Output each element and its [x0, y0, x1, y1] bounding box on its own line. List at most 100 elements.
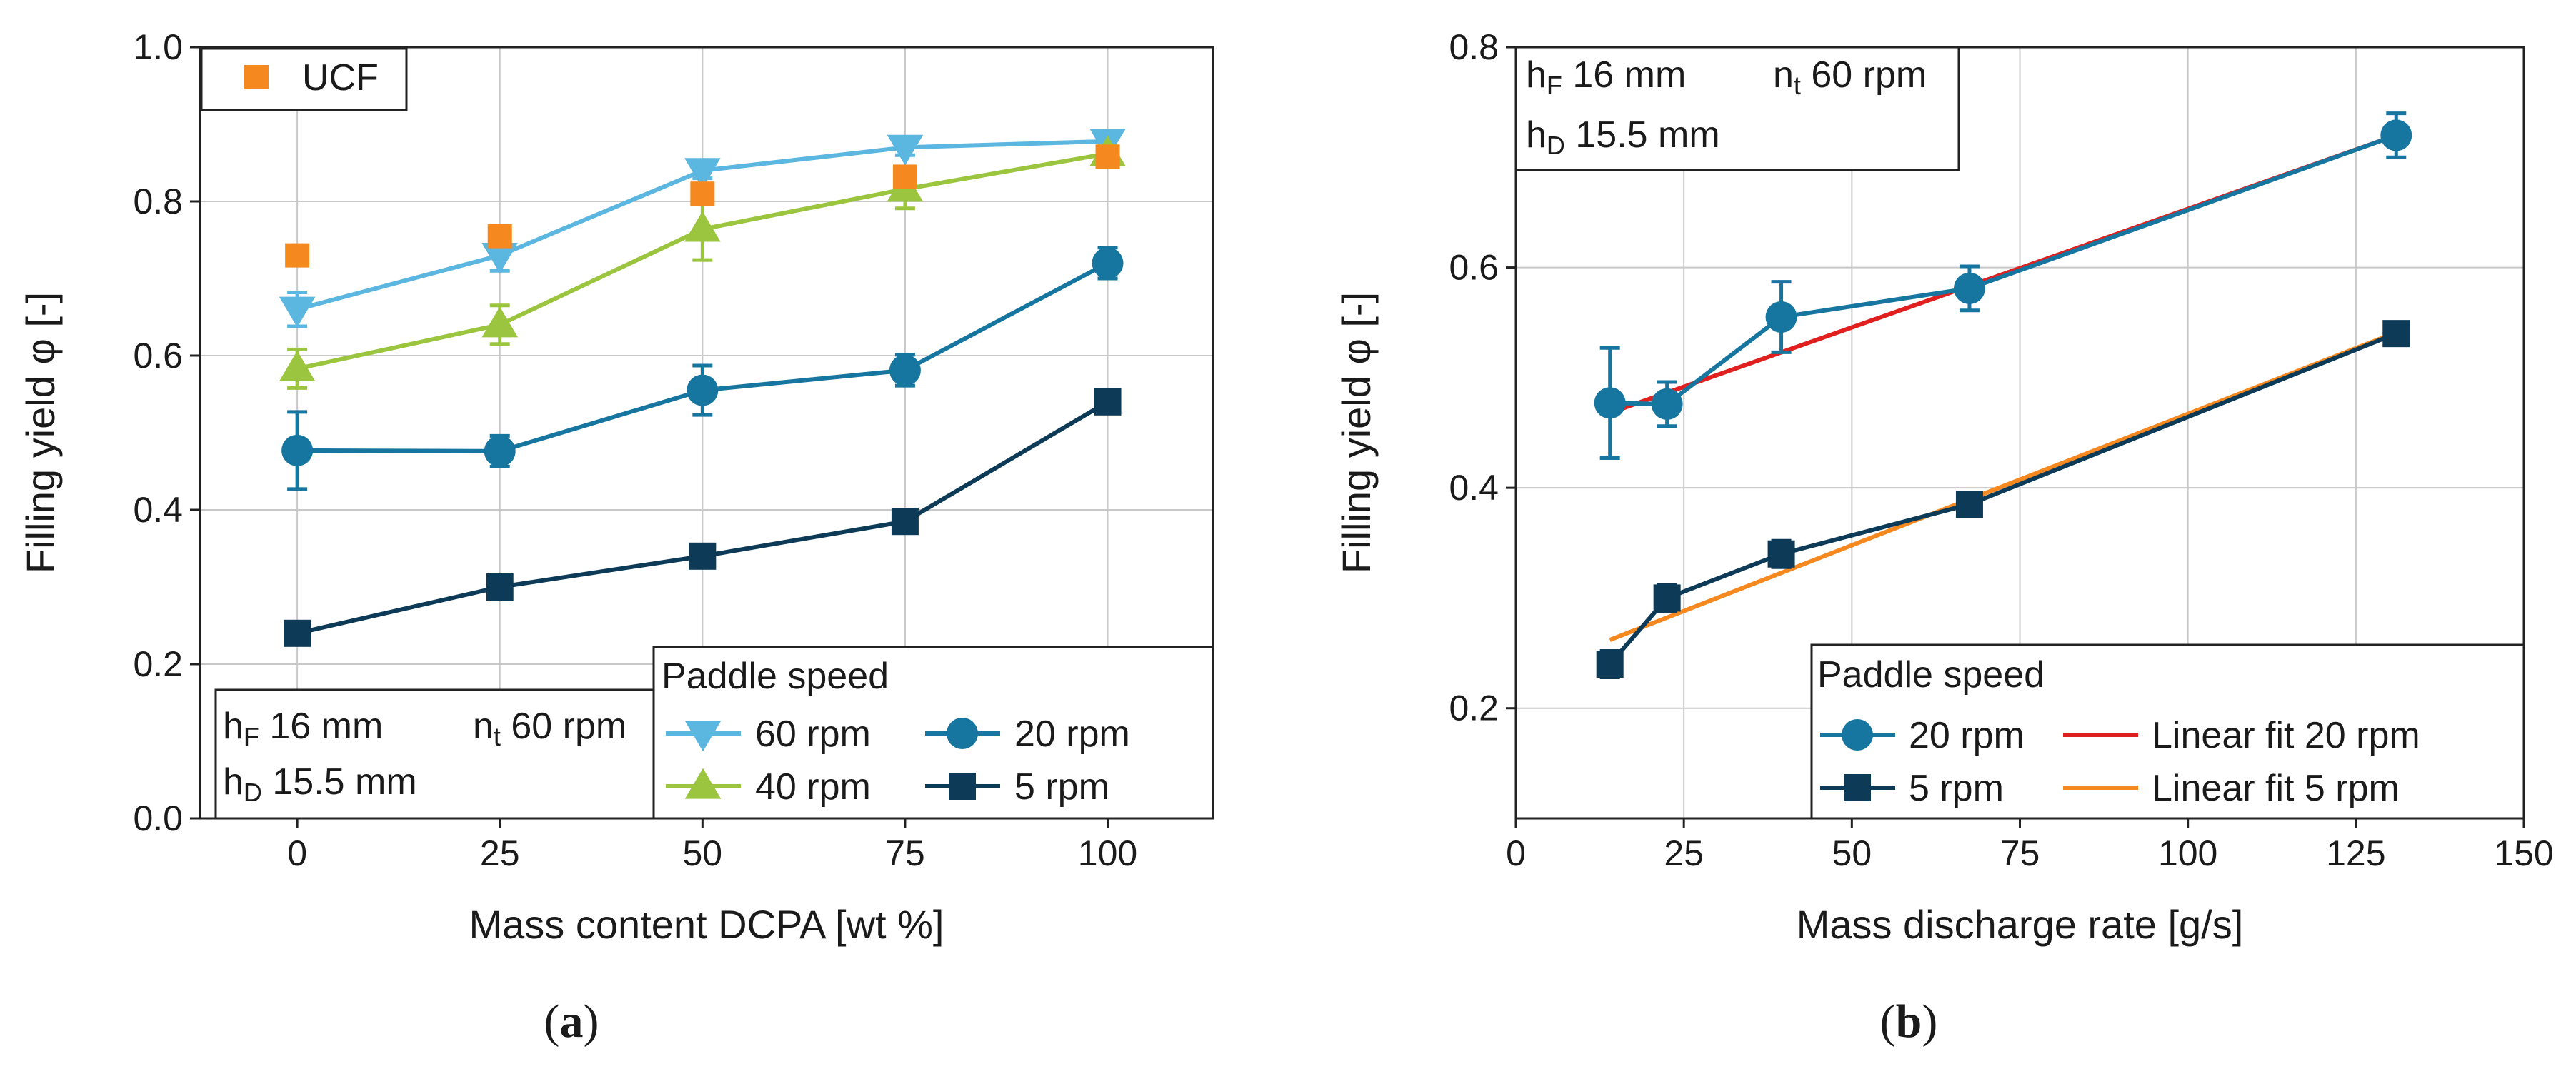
data-point — [684, 158, 721, 189]
data-point — [689, 542, 717, 570]
ucf-legend: UCF — [200, 47, 408, 111]
y-tick-label: 0.6 — [1449, 248, 1499, 288]
data-point — [891, 508, 919, 536]
legend-label: Linear fit 20 rpm — [2152, 715, 2420, 756]
data-point — [481, 306, 519, 338]
legend-title: Paddle speed — [662, 656, 889, 697]
y-tick-label: 0.4 — [1449, 468, 1499, 508]
y-tick-label: 0.0 — [133, 798, 183, 838]
panel-a: 0 25 50 75 100 0.0 0.2 0.4 0.6 0.8 1.0 Mass content… — [18, 27, 1214, 947]
legend-entry: 40 rpm — [666, 766, 871, 808]
conditions-box-frame — [1514, 46, 1960, 171]
data-point — [279, 351, 316, 381]
data-point — [484, 435, 516, 467]
data-point — [284, 619, 311, 647]
ticks: 0 25 50 75 100 125 150 0.2 0.4 0.6 0.8 — [1449, 27, 2553, 873]
paddle-speed-legend: Paddle speed 60 rpm 40 rpm 20 rpm 5 rpm — [652, 646, 1214, 820]
legend-label: 60 rpm — [755, 713, 871, 755]
annotation-hD: hD 15.5 mm — [223, 761, 417, 807]
legend-entry: 20 rpm — [1820, 715, 2025, 756]
legend-label: 20 rpm — [1909, 715, 2025, 756]
data-point — [481, 243, 519, 273]
legend-label: 20 rpm — [1014, 713, 1130, 755]
data-point — [1653, 584, 1681, 612]
legend-marker — [684, 721, 722, 752]
legend-label: 5 rpm — [1014, 766, 1109, 808]
x-tick-label: 150 — [2494, 833, 2553, 873]
legend-label: 5 rpm — [1909, 768, 2004, 809]
data-point — [487, 224, 512, 249]
data-point — [1092, 247, 1124, 279]
x-tick-label: 50 — [1832, 833, 1872, 873]
ucf-legend-label: UCF — [302, 57, 379, 99]
ucf-legend-marker — [244, 65, 269, 89]
legend-marker — [684, 768, 722, 799]
x-tick-label: 75 — [885, 833, 925, 873]
data-point — [2382, 320, 2410, 348]
conditions-box: hF 16 mm nt 60 rpm hD 15.5 mm — [214, 688, 655, 820]
conditions-box: hF 16 mm nt 60 rpm hD 15.5 mm — [1514, 46, 1960, 171]
y-tick-label: 0.2 — [133, 644, 183, 684]
x-tick-label: 0 — [1506, 833, 1526, 873]
legend-entry: Linear fit 5 rpm — [2063, 768, 2400, 809]
x-tick-label: 25 — [1664, 833, 1704, 873]
series-line — [1608, 331, 2397, 666]
legend-entry: 20 rpm — [925, 713, 1130, 755]
y-tick-label: 0.8 — [133, 181, 183, 221]
data-point — [1767, 540, 1795, 568]
legend-entry: 5 rpm — [1820, 768, 2004, 809]
legend-marker — [947, 718, 978, 749]
data-point — [1765, 301, 1797, 333]
legend-entry: 60 rpm — [666, 713, 871, 755]
x-tick-label: 50 — [683, 833, 723, 873]
x-tick-label: 100 — [2158, 833, 2217, 873]
x-tick-label: 100 — [1078, 833, 1137, 873]
data-point — [1651, 388, 1683, 420]
data-point — [281, 434, 314, 466]
paddle-speed-legend: Paddle speed 20 rpm 5 rpm Linear fit 20 rpm… — [1810, 643, 2525, 820]
y-tick-label: 0.4 — [133, 490, 183, 530]
data-point — [1955, 491, 1983, 518]
data-point — [684, 211, 721, 242]
y-tick-label: 0.8 — [1449, 27, 1499, 67]
annotation-nt: nt 60 rpm — [473, 706, 626, 751]
y-axis-label: Filling yield φ [-] — [1334, 292, 1379, 573]
series-UCF — [285, 144, 1120, 268]
data-point — [1953, 272, 1985, 304]
legend-title: Paddle speed — [1817, 654, 2045, 696]
legend-marker — [1844, 774, 1871, 801]
data-point — [1095, 144, 1120, 169]
data-point — [687, 374, 719, 406]
legend-entry: Linear fit 20 rpm — [2063, 715, 2420, 756]
ticks: 0 25 50 75 100 0.0 0.2 0.4 0.6 0.8 1.0 — [133, 27, 1137, 873]
annotation-hF: hF 16 mm — [1526, 54, 1686, 100]
data-point — [1594, 387, 1626, 419]
fit-line-linear-fit-5-rpm — [1609, 330, 2397, 642]
series-20-rpm — [281, 246, 1124, 491]
data-point — [892, 164, 917, 189]
series-5-rpm — [1596, 320, 2410, 680]
y-tick-label: 0.6 — [133, 336, 183, 376]
x-tick-label: 25 — [480, 833, 520, 873]
y-tick-label: 1.0 — [133, 27, 183, 67]
series-line — [1609, 133, 2397, 406]
x-axis-label: Mass discharge rate [g/s] — [1797, 902, 2244, 947]
fit-line — [1609, 330, 2397, 642]
x-axis-label: Mass content DCPA [wt %] — [469, 902, 944, 947]
data-point — [486, 573, 514, 601]
y-tick-label: 0.2 — [1449, 688, 1499, 728]
legend-marker — [1842, 719, 1873, 751]
annotation-hD: hD 15.5 mm — [1526, 114, 1720, 160]
legend-entry: 5 rpm — [925, 766, 1109, 808]
data-point — [279, 296, 316, 328]
x-tick-label: 0 — [287, 833, 307, 873]
legend-marker — [949, 773, 976, 800]
legend-label: 40 rpm — [755, 766, 871, 808]
series-20-rpm — [1594, 111, 2412, 460]
conditions-box-frame — [214, 688, 655, 820]
panel-b: 0 25 50 75 100 125 150 0.2 0.4 0.6 0.8 Mass dischar… — [1334, 27, 2554, 947]
data-point — [2380, 119, 2412, 151]
data-point — [1094, 388, 1122, 416]
data-point — [1596, 651, 1624, 678]
